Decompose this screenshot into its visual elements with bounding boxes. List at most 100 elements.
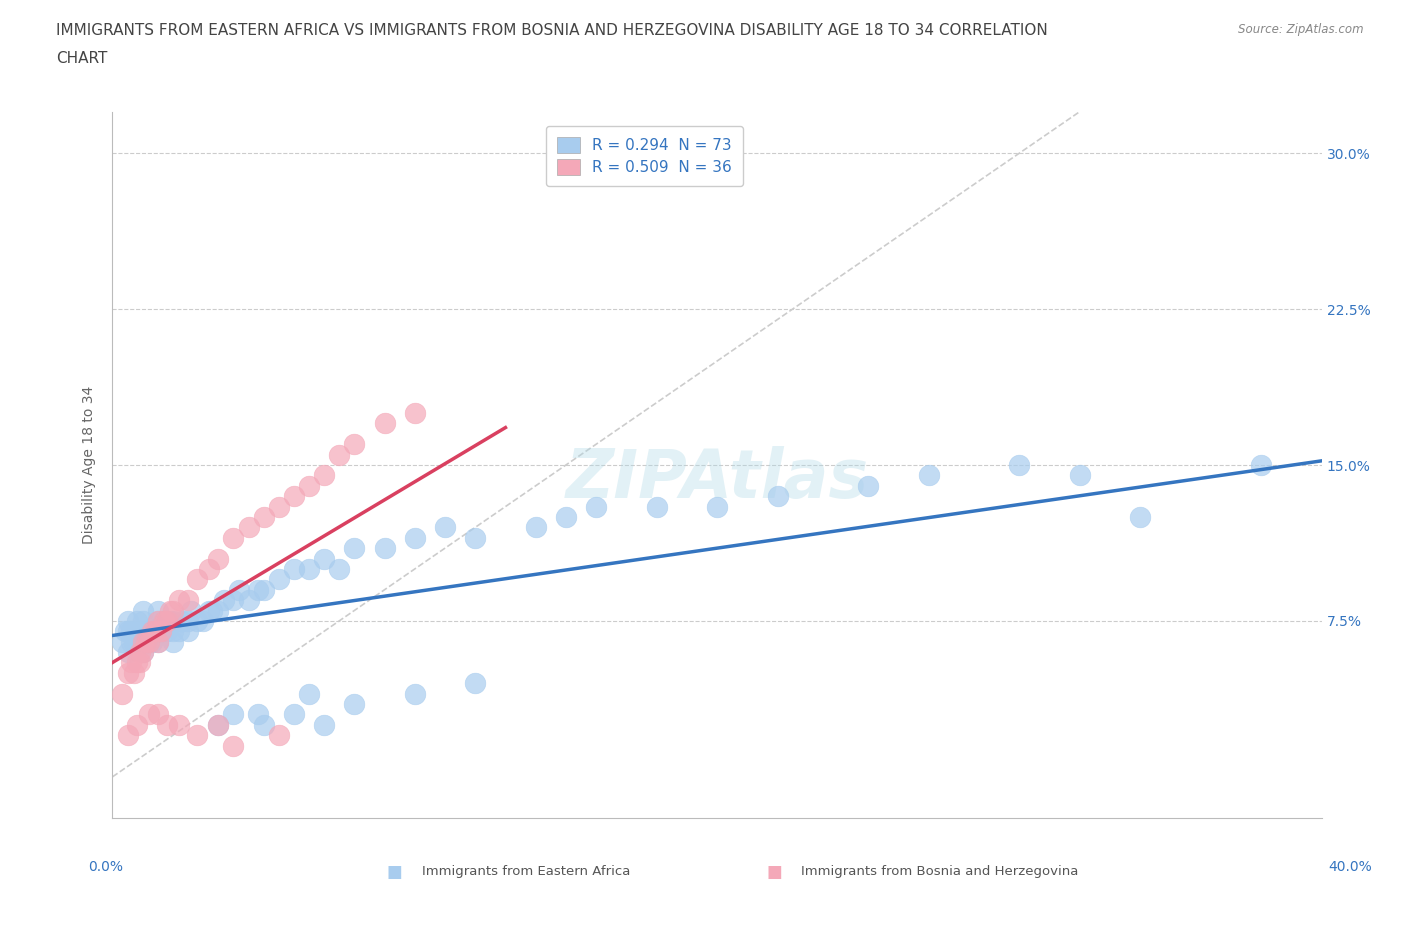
- Point: [343, 697, 366, 711]
- Point: [138, 634, 160, 649]
- Point: [404, 530, 426, 545]
- Point: [156, 624, 179, 639]
- Point: [117, 666, 139, 681]
- Point: [404, 405, 426, 420]
- Point: [120, 624, 142, 639]
- Point: [524, 520, 547, 535]
- Point: [122, 634, 145, 649]
- Point: [267, 499, 290, 514]
- Point: [374, 540, 396, 555]
- Point: [159, 614, 181, 629]
- Point: [267, 728, 290, 743]
- Legend: R = 0.294  N = 73, R = 0.509  N = 36: R = 0.294 N = 73, R = 0.509 N = 36: [547, 126, 742, 186]
- Point: [198, 603, 221, 618]
- Point: [132, 634, 155, 649]
- Point: [132, 644, 155, 659]
- Point: [125, 614, 148, 629]
- Point: [114, 624, 136, 639]
- Text: Immigrants from Eastern Africa: Immigrants from Eastern Africa: [422, 865, 630, 878]
- Text: Immigrants from Bosnia and Herzegovina: Immigrants from Bosnia and Herzegovina: [801, 865, 1078, 878]
- Point: [766, 489, 789, 504]
- Point: [1008, 458, 1031, 472]
- Point: [135, 634, 157, 649]
- Point: [146, 707, 169, 722]
- Text: CHART: CHART: [56, 51, 108, 66]
- Point: [170, 614, 193, 629]
- Point: [314, 717, 336, 732]
- Point: [177, 592, 200, 607]
- Text: Source: ZipAtlas.com: Source: ZipAtlas.com: [1239, 23, 1364, 36]
- Point: [128, 644, 150, 659]
- Point: [267, 572, 290, 587]
- Point: [143, 624, 166, 639]
- Point: [207, 717, 229, 732]
- Point: [146, 634, 169, 649]
- Point: [343, 540, 366, 555]
- Point: [117, 728, 139, 743]
- Point: [122, 624, 145, 639]
- Point: [253, 582, 276, 597]
- Point: [146, 634, 169, 649]
- Text: 0.0%: 0.0%: [89, 860, 122, 874]
- Point: [120, 655, 142, 670]
- Point: [207, 551, 229, 566]
- Point: [110, 634, 132, 649]
- Point: [191, 614, 214, 629]
- Point: [404, 686, 426, 701]
- Point: [117, 644, 139, 659]
- Point: [214, 592, 236, 607]
- Point: [222, 530, 245, 545]
- Point: [246, 707, 269, 722]
- Point: [180, 603, 202, 618]
- Point: [141, 624, 163, 639]
- Point: [328, 562, 350, 577]
- Point: [138, 634, 160, 649]
- Point: [1250, 458, 1272, 472]
- Point: [153, 614, 176, 629]
- Point: [141, 634, 163, 649]
- Point: [128, 634, 150, 649]
- Point: [314, 551, 336, 566]
- Point: [110, 686, 132, 701]
- Point: [128, 655, 150, 670]
- Point: [283, 707, 305, 722]
- Y-axis label: Disability Age 18 to 34: Disability Age 18 to 34: [82, 386, 96, 544]
- Point: [207, 603, 229, 618]
- Text: 40.0%: 40.0%: [1327, 860, 1372, 874]
- Point: [186, 614, 208, 629]
- Point: [298, 478, 321, 493]
- Point: [918, 468, 941, 483]
- Point: [433, 520, 456, 535]
- Point: [238, 592, 260, 607]
- Point: [464, 676, 486, 691]
- Point: [125, 655, 148, 670]
- Point: [222, 707, 245, 722]
- Point: [146, 614, 169, 629]
- Point: [138, 707, 160, 722]
- Point: [149, 624, 172, 639]
- Point: [1069, 468, 1091, 483]
- Point: [167, 624, 190, 639]
- Point: [283, 562, 305, 577]
- Point: [554, 510, 576, 525]
- Point: [222, 738, 245, 753]
- Point: [117, 614, 139, 629]
- Point: [198, 562, 221, 577]
- Point: [177, 624, 200, 639]
- Point: [201, 603, 224, 618]
- Point: [246, 582, 269, 597]
- Point: [228, 582, 250, 597]
- Point: [162, 634, 184, 649]
- Point: [314, 468, 336, 483]
- Point: [132, 614, 155, 629]
- Point: [856, 478, 880, 493]
- Point: [167, 592, 190, 607]
- Point: [153, 614, 176, 629]
- Point: [167, 717, 190, 732]
- Point: [222, 592, 245, 607]
- Point: [706, 499, 728, 514]
- Point: [125, 634, 148, 649]
- Point: [343, 437, 366, 452]
- Point: [645, 499, 668, 514]
- Point: [146, 603, 169, 618]
